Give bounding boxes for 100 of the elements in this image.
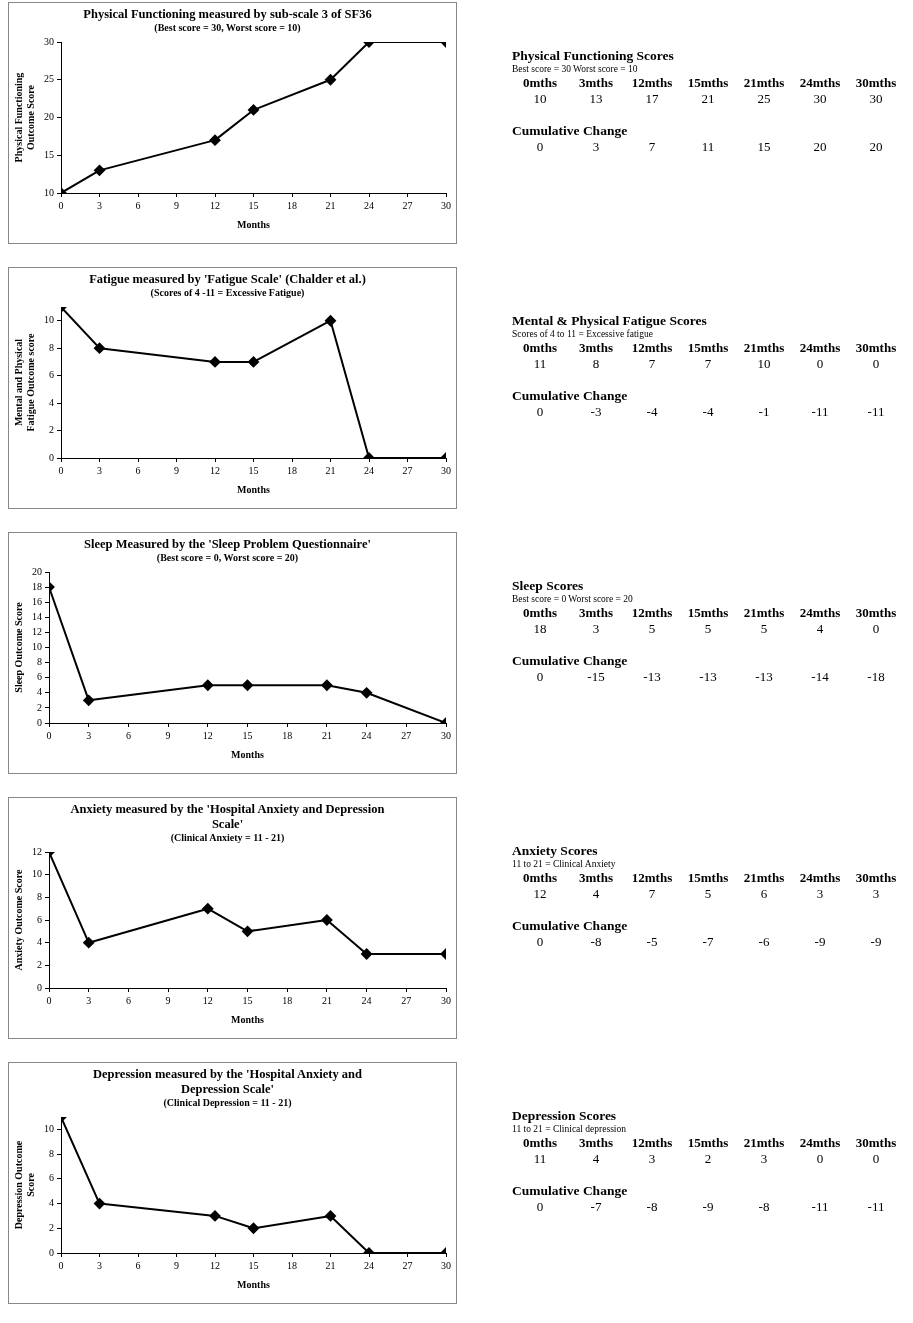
point xyxy=(361,687,373,699)
text: 15mths xyxy=(686,605,730,621)
text: 8 xyxy=(591,356,601,372)
x-tick-label: 18 xyxy=(282,729,293,741)
x-tick-label: 27 xyxy=(401,729,412,741)
point xyxy=(321,679,333,691)
x-tick-label: 0 xyxy=(58,199,64,211)
x-tick-label: 3 xyxy=(97,199,102,211)
text: Scores of 4 to 11 = Excessive fatigue xyxy=(512,329,654,339)
y-tick-label: 8 xyxy=(37,890,42,902)
text: Physical Functioning Scores xyxy=(512,48,675,64)
y-tick-label: 0 xyxy=(49,1246,54,1258)
text: Mental & Physical Fatigue Scores xyxy=(512,313,708,329)
x-tick-label: 18 xyxy=(287,464,297,476)
text: 3mths xyxy=(578,605,614,621)
text: 3mths xyxy=(578,1135,614,1151)
text: 18 xyxy=(532,621,548,637)
x-tick-label: 3 xyxy=(97,464,102,476)
y-tick-label: 15 xyxy=(44,148,54,160)
y-axis-title: Sleep Outcome Score xyxy=(12,601,24,693)
y-tick-label: 20 xyxy=(32,565,42,577)
point xyxy=(94,1198,105,1210)
text: 12mths xyxy=(630,75,674,91)
y-tick-label: 2 xyxy=(37,958,42,970)
chart-subtitle: (Best score = 0, Worst score = 20) xyxy=(156,551,299,564)
text: 30mths xyxy=(854,340,898,356)
text: -9 xyxy=(813,934,827,950)
text: 12mths xyxy=(630,1135,674,1151)
text: Anxiety Scores xyxy=(512,843,599,859)
text: 5 xyxy=(703,886,713,902)
chart-title: Depression measured by the 'Hospital Anxiety and Depression Scale' xyxy=(92,1066,363,1096)
chart-title: Fatigue measured by 'Fatigue Scale' (Chalder et al.) xyxy=(89,271,366,286)
y-tick-label: 2 xyxy=(37,701,42,713)
text: 30 xyxy=(868,91,884,107)
text: 13 xyxy=(588,91,604,107)
text: 30mths xyxy=(854,870,898,886)
text: 15mths xyxy=(686,870,730,886)
point xyxy=(209,356,221,368)
text: 3mths xyxy=(578,340,614,356)
point xyxy=(94,164,105,176)
text: 4 xyxy=(591,886,601,902)
text: Cumulative Change xyxy=(512,388,629,404)
text: 21mths xyxy=(742,870,786,886)
text: 7 xyxy=(647,356,657,372)
text: 0mths xyxy=(522,870,558,886)
x-tick-label: 21 xyxy=(321,729,332,741)
x-tick-label: 24 xyxy=(364,464,374,476)
point xyxy=(209,134,221,146)
y-tick-label: 8 xyxy=(49,1147,54,1159)
text: 10 xyxy=(756,356,772,372)
text: 5 xyxy=(647,621,657,637)
x-tick-label: 12 xyxy=(210,199,220,211)
text: -13 xyxy=(698,669,718,685)
y-tick-label: 6 xyxy=(37,671,42,683)
point xyxy=(321,914,333,926)
text: 0 xyxy=(535,404,545,420)
text: 12mths xyxy=(630,605,674,621)
text: 15mths xyxy=(686,340,730,356)
text: -3 xyxy=(589,404,603,420)
x-tick-label: 3 xyxy=(86,729,92,741)
text: 24mths xyxy=(798,870,842,886)
point xyxy=(83,694,95,706)
text: 7 xyxy=(647,886,657,902)
text: -8 xyxy=(645,1199,659,1215)
text: 24mths xyxy=(798,1135,842,1151)
text: -4 xyxy=(645,404,659,420)
text: -1 xyxy=(757,404,771,420)
text: -11 xyxy=(866,404,886,420)
point xyxy=(248,1222,259,1234)
text: Cumulative Change xyxy=(512,1183,629,1199)
text: -5 xyxy=(645,934,659,950)
x-tick-label: 18 xyxy=(282,994,293,1006)
y-tick-label: 10 xyxy=(32,641,42,653)
x-tick-label: 24 xyxy=(361,994,372,1006)
text: 11 xyxy=(700,139,716,155)
y-tick-label: 8 xyxy=(49,341,54,353)
x-tick-label: 6 xyxy=(125,994,131,1006)
text: 12 xyxy=(532,886,548,902)
text: -13 xyxy=(754,669,774,685)
text: 0 xyxy=(871,356,881,372)
text: 0 xyxy=(535,139,545,155)
point xyxy=(325,74,336,86)
text: 11 to 21 = Clinical Anxiety xyxy=(512,859,617,869)
chart-subtitle: (Clinical Anxiety = 11 - 21) xyxy=(170,831,285,844)
y-axis-title: Depression Outcome Score xyxy=(12,1140,36,1230)
x-tick-label: 9 xyxy=(174,464,179,476)
text: 21mths xyxy=(742,605,786,621)
text: 5 xyxy=(703,621,713,637)
x-tick-label: 9 xyxy=(165,994,171,1006)
text: 0 xyxy=(815,1151,825,1167)
y-tick-label: 2 xyxy=(49,1221,54,1233)
point xyxy=(209,1210,221,1222)
chart-subtitle: (Clinical Depression = 11 - 21) xyxy=(163,1096,292,1109)
text: 0 xyxy=(871,1151,881,1167)
text: 0 xyxy=(535,669,545,685)
x-tick-label: 27 xyxy=(402,1259,413,1271)
point xyxy=(242,925,253,937)
text: 21mths xyxy=(742,75,786,91)
x-axis-title: Months xyxy=(231,1013,264,1025)
text: 0mths xyxy=(522,605,558,621)
